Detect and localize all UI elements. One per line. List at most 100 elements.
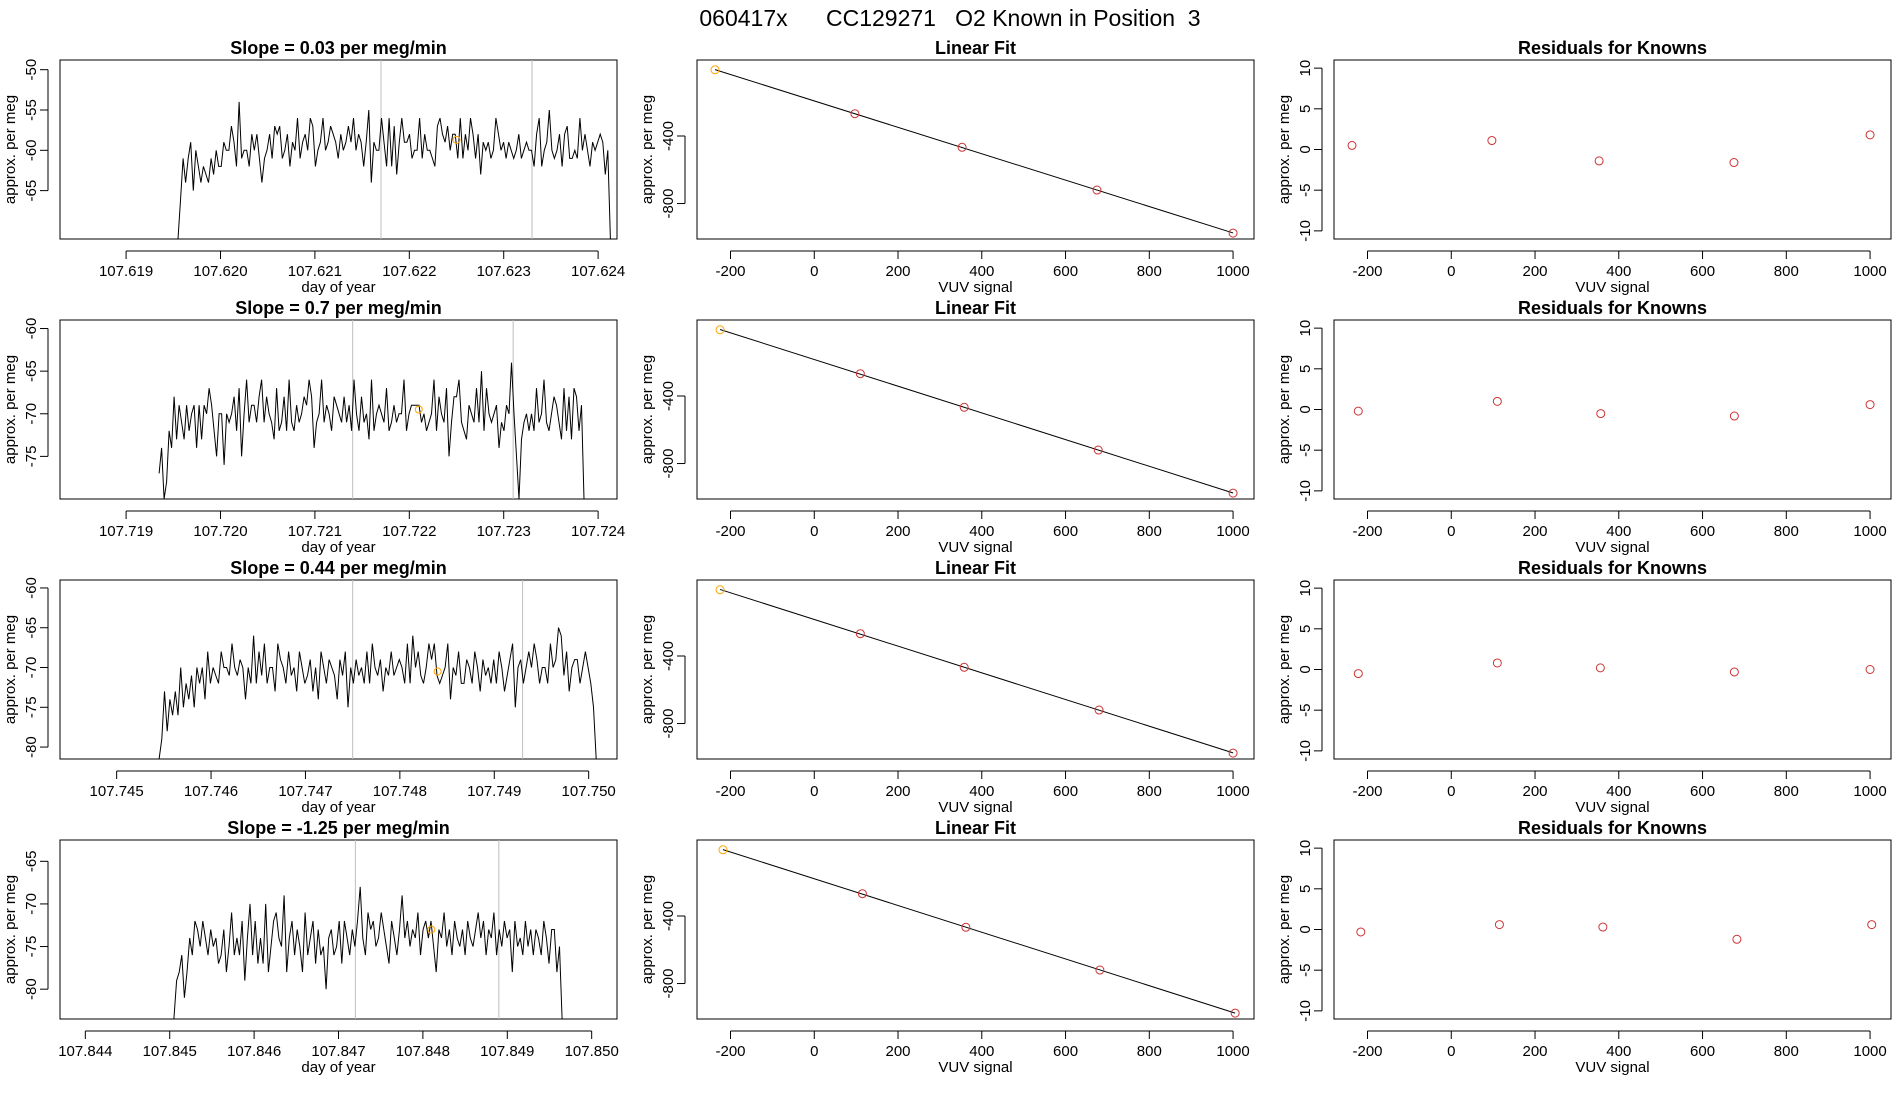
data-point (850, 109, 860, 119)
x-tick-label: 107.746 (184, 783, 238, 800)
x-tick-label: 400 (1606, 263, 1631, 280)
y-tick-label: -80 (23, 978, 40, 1000)
x-tick-label: 107.619 (99, 263, 153, 280)
y-tick-label: -5 (1297, 444, 1314, 457)
data-point (957, 142, 967, 152)
x-tick-label: 800 (1137, 523, 1162, 540)
y-tick-label: -70 (23, 893, 40, 915)
x-tick-label: 200 (886, 783, 911, 800)
plot-area (1347, 130, 1875, 168)
x-tick-label: 600 (1690, 1043, 1715, 1060)
residuals-panel-row-2: Residuals for Knowns-200 0 200 400 600 800 100… (1276, 298, 1892, 556)
x-axis-label: VUV signal (938, 799, 1012, 816)
x-tick-label: 800 (1774, 783, 1799, 800)
residuals-panel-row-3: Residuals for Knowns-200 0 200 400 600 800 100… (1276, 558, 1892, 816)
data-point (1230, 1008, 1240, 1018)
linear_fit-panel-row-4: Linear Fit -200 0 200 400 600 800 1000 VUV signa… (639, 818, 1255, 1076)
x-tick-label: 800 (1774, 523, 1799, 540)
x-tick-label: 800 (1137, 1043, 1162, 1060)
timeseries-panel-row-2: Slope = 0.7 per meg/min 107.719 107.720 107… (2, 298, 625, 556)
panel-title: Residuals for Knowns (1518, 298, 1707, 318)
marker-point (452, 135, 461, 144)
y-tick-label: -70 (23, 657, 40, 679)
x-tick-label: 200 (886, 263, 911, 280)
y-tick-label: -10 (1297, 220, 1314, 242)
x-tick-label: 400 (1606, 523, 1631, 540)
residual-point (1865, 665, 1875, 674)
y-tick-label: -400 (660, 381, 677, 411)
y-axis-label: approx. per meg (2, 875, 19, 984)
y-tick-label: -800 (660, 969, 677, 999)
plot-frame (696, 839, 1255, 1020)
residual-point (1494, 920, 1504, 930)
data-point (1228, 488, 1238, 498)
x-tick-label: 107.721 (288, 523, 342, 540)
x-tick-label: 107.748 (373, 783, 427, 800)
x-tick-label: 1000 (1853, 783, 1886, 800)
residual-point (1729, 158, 1739, 168)
plot-area (715, 585, 1238, 758)
x-tick-label: 107.724 (571, 523, 625, 540)
data-point (857, 889, 867, 899)
x-tick-label: 107.845 (143, 1043, 197, 1060)
x-tick-label: 107.750 (562, 783, 616, 800)
plot-frame (1333, 59, 1892, 240)
plot-frame (696, 319, 1255, 500)
plot-frame (1333, 839, 1892, 1020)
x-axis-label: VUV signal (1575, 539, 1649, 556)
y-tick-label: -70 (23, 403, 40, 425)
x-tick-label: 400 (969, 523, 994, 540)
y-tick-label: -80 (23, 736, 40, 758)
y-tick-label: -800 (660, 709, 677, 739)
plot-frame (696, 579, 1255, 760)
y-axis-label: approx. per meg (639, 615, 656, 724)
x-tick-label: 107.723 (477, 523, 531, 540)
panel-title: Residuals for Knowns (1518, 38, 1707, 58)
residual-point (1595, 663, 1605, 673)
x-tick-label: 107.747 (278, 783, 332, 800)
y-axis-label: approx. per meg (639, 95, 656, 204)
x-tick-label: 0 (1447, 1043, 1455, 1060)
residual-point (1867, 920, 1877, 930)
plot-area (1353, 658, 1875, 679)
y-tick-label: -60 (23, 577, 40, 599)
x-tick-label: 107.849 (480, 1043, 534, 1060)
plot-frame (59, 59, 618, 240)
data-point (1092, 185, 1102, 195)
plot-area (715, 325, 1238, 498)
x-tick-label: 800 (1137, 783, 1162, 800)
plot-area (1356, 920, 1877, 944)
data-point (1228, 748, 1238, 758)
x-tick-label: 800 (1774, 1043, 1799, 1060)
plot-frame (59, 579, 618, 760)
x-tick-label: 107.846 (227, 1043, 281, 1060)
marker-point (414, 405, 423, 414)
data-point (855, 629, 865, 639)
y-tick-label: -75 (23, 696, 40, 718)
plot-frame (59, 319, 618, 500)
y-axis-label: approx. per meg (1276, 95, 1293, 204)
data-point (718, 845, 728, 855)
y-tick-label: -5 (1297, 704, 1314, 717)
x-tick-label: 600 (1053, 523, 1078, 540)
x-axis-label: VUV signal (1575, 279, 1649, 296)
series-line (158, 362, 585, 499)
x-tick-label: 200 (886, 1043, 911, 1060)
y-tick-label: -65 (23, 617, 40, 639)
x-axis-label: day of year (301, 1059, 375, 1076)
data-point (1093, 445, 1103, 455)
x-tick-label: 107.850 (565, 1043, 619, 1060)
x-tick-label: 107.624 (571, 263, 625, 280)
panel-title: Slope = 0.7 per meg/min (235, 298, 442, 318)
x-tick-label: 0 (810, 783, 818, 800)
linear_fit-panel-row-1: Linear Fit -200 0 200 400 600 800 1000 VUV signa… (639, 38, 1255, 296)
x-tick-label: 107.620 (193, 263, 247, 280)
timeseries-panel-row-3: Slope = 0.44 per meg/min 107.745 107.746 10… (2, 558, 618, 816)
y-axis-label: approx. per meg (1276, 355, 1293, 464)
x-tick-label: 107.848 (396, 1043, 450, 1060)
y-axis-label: approx. per meg (1276, 615, 1293, 724)
data-point (715, 325, 725, 335)
y-tick-label: 5 (1297, 105, 1314, 113)
y-tick-label: 0 (1297, 925, 1314, 933)
panel-title: Linear Fit (935, 818, 1016, 838)
